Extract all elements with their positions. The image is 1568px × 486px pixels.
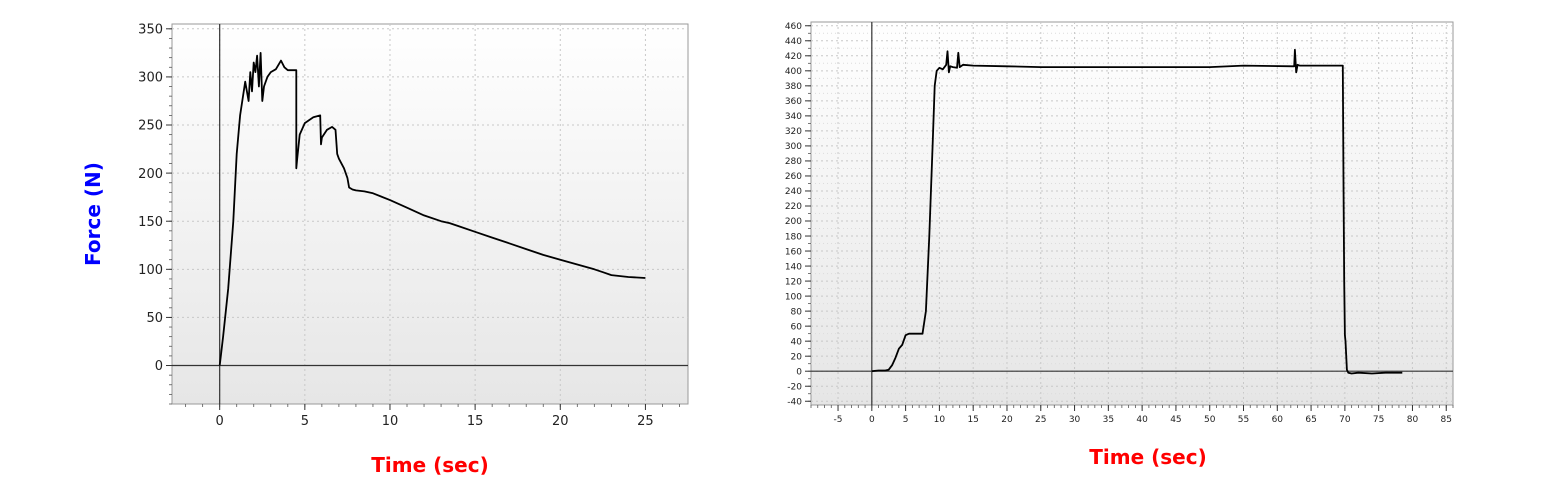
chart1-tick-label-y: 200 (138, 167, 163, 182)
chart2-tick-label-x: -5 (834, 415, 843, 425)
chart2-tick-label-x: 20 (1001, 415, 1013, 425)
chart2-tick-label-x: 35 (1103, 415, 1114, 425)
chart2-tick-label-x: 45 (1170, 415, 1181, 425)
chart2-tick-label-y: 120 (785, 277, 802, 287)
chart1-tick-label-x: 5 (301, 414, 309, 429)
chart1-series-line (218, 52, 646, 366)
chart2-tick-label-y: 20 (791, 352, 803, 362)
chart2-tick-label-y: 420 (785, 52, 802, 62)
chart2-tick-label-y: 100 (785, 292, 802, 302)
chart2-tick-label-y: 320 (785, 127, 802, 137)
chart2-tick-label-y: 180 (785, 232, 802, 242)
chart2-tick-label-y: -20 (787, 382, 802, 392)
chart1-tick-label-x: 10 (382, 414, 399, 429)
chart1-tick-label-x: 0 (216, 414, 224, 429)
chart2-tick-label-y: 340 (785, 112, 802, 122)
chart2-tick-label-y: 0 (796, 367, 802, 377)
chart1-tick-label-y: 150 (138, 215, 163, 230)
chart2-tick-label-x: 30 (1069, 415, 1081, 425)
chart1-y-axis-title: Force (N) (81, 162, 105, 266)
chart2-tick-label-x: 65 (1305, 415, 1316, 425)
chart2-x-axis-title: Time (sec) (1089, 445, 1206, 469)
chart2-tick-label-y: 200 (785, 217, 802, 227)
chart1-tick-label-y: 300 (138, 71, 163, 86)
chart2-tick-label-x: 70 (1339, 415, 1351, 425)
chart2-grid (811, 22, 1453, 405)
chart-left: 0 5 10 15 20 25 0 50 100 150 200 250 300 350 Time (sec… (81, 22, 689, 477)
chart2-tick-label-x: 80 (1407, 415, 1419, 425)
chart1-tick-label-y: 250 (138, 119, 163, 134)
chart1-tick-label-y: 350 (138, 22, 163, 37)
chart2-tick-label-x: 10 (934, 415, 946, 425)
chart2-tick-label-y: 360 (785, 97, 802, 107)
chart2-tick-label-y: -40 (787, 397, 802, 407)
chart2-tick-label-y: 240 (785, 187, 802, 197)
chart2-tick-label-x: 55 (1238, 415, 1249, 425)
chart2-tick-label-y: 300 (785, 142, 802, 152)
chart2-tick-label-x: 40 (1136, 415, 1148, 425)
chart2-tick-label-y: 40 (791, 337, 803, 347)
chart1-tick-label-y: 50 (146, 311, 163, 326)
chart2-tick-label-y: 160 (785, 247, 802, 257)
chart2-tick-label-y: 460 (785, 22, 802, 32)
chart2-tick-label-y: 140 (785, 262, 802, 272)
chart1-tick-label-y: 0 (155, 359, 163, 374)
chart-right: -5 0 5 10 15 20 25 30 35 40 45 50 55 60 65 70 75 80 85 -40 -… (784, 0, 1568, 486)
chart2-tick-label-y: 400 (785, 67, 802, 77)
chart2-tick-label-x: 75 (1373, 415, 1384, 425)
chart2-tick-label-x: 15 (967, 415, 978, 425)
chart2-tick-label-x: 5 (903, 415, 909, 425)
chart2-tick-label-x: 60 (1272, 415, 1284, 425)
chart1-tick-label-y: 100 (138, 263, 163, 278)
chart2-tick-label-y: 60 (791, 322, 803, 332)
chart1-tick-label-x: 25 (637, 414, 654, 429)
chart2-tick-label-x: 50 (1204, 415, 1216, 425)
chart2-tick-label-x: 25 (1035, 415, 1046, 425)
chart1-tick-label-x: 15 (467, 414, 484, 429)
chart-right-svg: -5 0 5 10 15 20 25 30 35 40 45 50 55 60 65 70 75 80 85 -40 -… (785, 21, 1454, 469)
chart1-plot-area (171, 23, 689, 405)
chart2-tick-label-x: 85 (1441, 415, 1452, 425)
chart2-tick-label-y: 380 (785, 82, 802, 92)
chart2-tick-label-y: 260 (785, 172, 802, 182)
chart2-series-line (871, 48, 1403, 375)
chart2-tick-label-y: 280 (785, 157, 802, 167)
chart2-tick-label-y: 80 (791, 307, 803, 317)
chart2-tick-label-x: 0 (869, 415, 875, 425)
chart1-tick-label-x: 20 (552, 414, 569, 429)
chart2-tick-label-y: 440 (785, 37, 802, 47)
chart1-x-axis-title: Time (sec) (371, 453, 488, 477)
chart2-tick-label-y: 220 (785, 202, 802, 212)
